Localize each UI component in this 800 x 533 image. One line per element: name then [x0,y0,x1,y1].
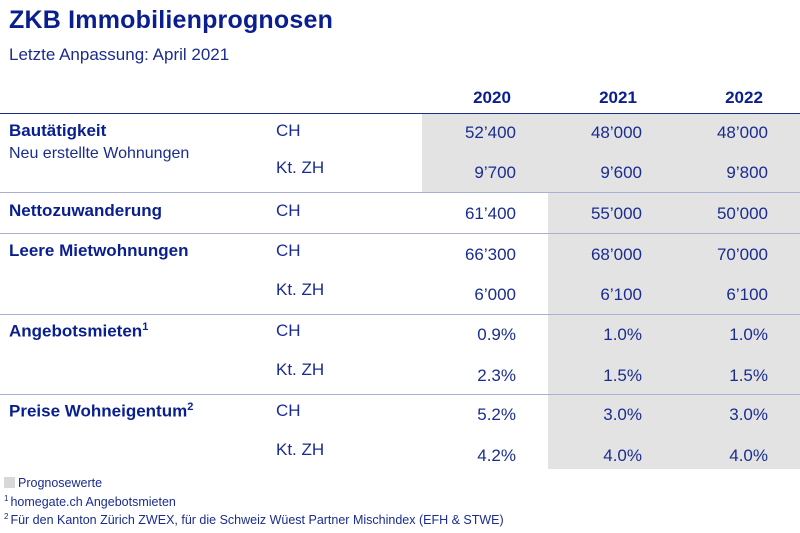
value-cell: 9’800 [726,163,768,182]
page-title: ZKB Immobilienprognosen [9,6,334,34]
footnote-mark: 1 [142,321,149,333]
footnote-1: 1 homegate.ch Angebotsmieten [4,494,176,509]
value-cell: 50’000 [716,204,768,223]
region-label: CH [276,201,301,220]
legend-forecast-label: Prognosewerte [18,476,103,490]
value-cell: 5.2% [477,405,516,424]
row-label-preise-wohneigentum: Preise Wohneigentum2 [9,401,194,421]
value-cell: 2.3% [477,366,516,385]
value-cell: 9’700 [474,163,516,182]
region-label: Kt. ZH [276,360,325,379]
footnote-1-text: homegate.ch Angebotsmieten [10,495,176,510]
value-cell: 52’400 [464,123,516,142]
value-cell: 3.0% [729,405,768,424]
row-divider [0,233,800,234]
footnote-2-text: Für den Kanton Zürich ZWEX, für die Schw… [10,513,504,528]
region-label: Kt. ZH [276,440,325,459]
region-label: CH [276,321,301,340]
year-header-2022: 2022 [725,88,763,107]
value-cell: 66’300 [464,245,516,264]
value-cell: 70’000 [716,245,768,264]
row-label-nettozuwanderung: Nettozuwanderung [9,201,162,220]
value-cell: 1.0% [729,325,768,344]
year-header-2021: 2021 [599,88,637,107]
value-cell: 6’000 [474,285,516,304]
region-label: Kt. ZH [276,280,325,299]
value-cell: 68’000 [590,245,642,264]
row-divider [0,394,800,395]
legend-forecast: Prognosewerte [4,476,102,490]
year-header-2020: 2020 [473,88,511,107]
footnote-2-mark: 2 [4,512,9,521]
forecast-shade-bautaetigkeit [422,114,800,192]
footnote-1-mark: 1 [4,494,9,503]
page-subtitle: Letzte Anpassung: April 2021 [9,45,230,64]
row-label-leere-mietwohnungen: Leere Mietwohnungen [9,241,189,260]
region-label: CH [276,121,301,140]
value-cell: 55’000 [590,204,642,223]
region-label: CH [276,241,301,260]
forecast-shade-rest [548,193,800,469]
value-cell: 1.5% [729,366,768,385]
row-divider [0,314,800,315]
value-cell: 4.0% [603,446,642,465]
row-sublabel-bautaetigkeit: Neu erstellte Wohnungen [9,145,190,162]
value-cell: 6’100 [726,285,768,304]
value-cell: 48’000 [716,123,768,142]
footnote-2: 2 Für den Kanton Zürich ZWEX, für die Sch… [4,512,504,527]
region-label: CH [276,401,301,420]
value-cell: 61’400 [464,204,516,223]
row-divider [0,192,800,193]
value-cell: 9’600 [600,163,642,182]
value-cell: 6’100 [600,285,642,304]
value-cell: 4.2% [477,446,516,465]
header-divider [0,113,800,114]
forecast-swatch [4,477,15,488]
value-cell: 48’000 [590,123,642,142]
row-label-bautaetigkeit: Bautätigkeit [9,121,107,140]
value-cell: 1.0% [603,325,642,344]
footnote-mark: 2 [187,401,194,413]
value-cell: 3.0% [603,405,642,424]
region-label: Kt. ZH [276,158,325,177]
value-cell: 0.9% [477,325,516,344]
row-label-angebotsmieten: Angebotsmieten1 [9,321,149,341]
forecast-table: 2020 2021 2022 Bautätigkeit Neu erstellt… [0,78,800,469]
value-cell: 4.0% [729,446,768,465]
value-cell: 1.5% [603,366,642,385]
